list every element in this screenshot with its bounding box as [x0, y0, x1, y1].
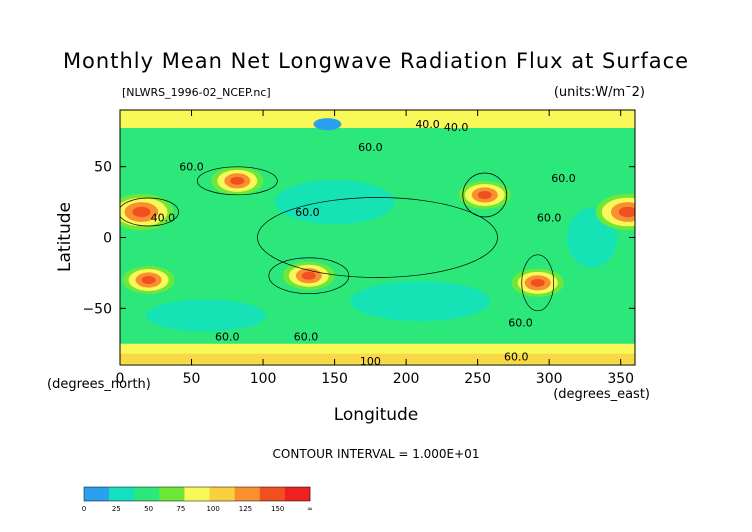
- contour-label: 60.0: [179, 161, 204, 174]
- contour-label: 100: [360, 355, 381, 368]
- colorbar-swatch: [259, 487, 286, 501]
- contour-line: [521, 254, 555, 312]
- contour-label: 60.0: [508, 317, 533, 330]
- contour-label: 60.0: [358, 141, 383, 154]
- y-axis-unit-label: (degrees_north): [47, 377, 151, 392]
- field-zone: [145, 299, 266, 332]
- colorbar-tick-label: ∞: [307, 505, 313, 513]
- contour-label: 60.0: [215, 331, 240, 344]
- field-band: [120, 353, 635, 364]
- colorbar-tick-label: 75: [176, 505, 185, 513]
- x-tick-label: 0: [116, 371, 125, 387]
- colorbar: 0 25 50 75 100 125 150 ∞: [82, 486, 313, 513]
- contour-label: 60.0: [537, 212, 562, 225]
- contour-field: [120, 110, 635, 365]
- x-tick-label: 350: [607, 371, 634, 387]
- y-axis-label: Latitude: [55, 202, 75, 272]
- colorbar-tick-label: 100: [206, 505, 219, 513]
- contour-labels: 40.0 40.0 60.0 60.0 60.0 60.0 60.0 40.0 60.0 60.0…: [151, 118, 576, 368]
- contour-label: 60.0: [504, 351, 529, 364]
- colorbar-swatch: [234, 487, 261, 501]
- colorbar-tick-label: 150: [271, 505, 284, 513]
- contour-label: 60.0: [295, 206, 320, 219]
- colorbar-swatch: [209, 487, 235, 501]
- colorbar-tick-label: 25: [112, 505, 121, 513]
- field-feature: [141, 276, 156, 284]
- x-axis-ticks: 0 50 100 150 200 250 300 350: [116, 110, 634, 387]
- file-label: [NLWRS_1996-02_NCEP.nc]: [122, 86, 271, 99]
- colorbar-tick-label: 50: [144, 505, 153, 513]
- y-tick-label: 0: [103, 231, 112, 247]
- field-feature: [301, 271, 316, 280]
- field-feature: [477, 191, 492, 199]
- contour-line: [196, 166, 278, 196]
- contour-label: 60.0: [551, 172, 576, 185]
- x-tick-label: 250: [464, 371, 491, 387]
- field-zone: [350, 281, 491, 322]
- contour-interval-text: CONTOUR INTERVAL = 1.000E+01: [273, 447, 480, 461]
- colorbar-tick-label: 0: [82, 505, 86, 513]
- colorbar-swatch: [159, 487, 185, 501]
- x-tick-label: 300: [536, 371, 563, 387]
- x-tick-label: 50: [183, 371, 201, 387]
- field-feature: [230, 176, 245, 185]
- chart-title: Monthly Mean Net Longwave Radiation Flux…: [63, 49, 689, 73]
- colorbar-swatch: [284, 487, 311, 501]
- y-axis-ticks: 50 0 −50: [82, 160, 635, 317]
- units-label: (units:W/m¯2): [554, 85, 645, 100]
- colorbar-frame: [83, 486, 311, 502]
- colorbar-swatch: [184, 487, 210, 501]
- contour-line: [120, 197, 179, 227]
- field-zone: [274, 180, 395, 225]
- field-feature: [132, 206, 151, 218]
- x-axis-unit-label: (degrees_east): [553, 387, 650, 402]
- x-tick-label: 200: [393, 371, 420, 387]
- field-feature: [530, 278, 545, 287]
- colorbar-swatch: [84, 487, 110, 501]
- field-feature: [313, 118, 342, 131]
- colorbar-swatch: [109, 487, 135, 501]
- x-axis-label: Longitude: [334, 405, 419, 425]
- x-tick-label: 100: [250, 371, 277, 387]
- contour-label: 60.0: [294, 331, 319, 344]
- field-band: [120, 110, 635, 128]
- contour-label: 40.0: [415, 118, 440, 131]
- x-tick-label: 150: [321, 371, 348, 387]
- contour-label: 40.0: [151, 212, 176, 225]
- y-tick-label: −50: [82, 301, 112, 317]
- colorbar-tick-label: 125: [239, 505, 252, 513]
- colorbar-swatch: [134, 487, 160, 501]
- field-feature: [618, 206, 635, 218]
- contour-label: 40.0: [444, 121, 469, 134]
- contour-line: [268, 257, 350, 295]
- contour-line: [257, 197, 498, 278]
- contour-line: [462, 172, 508, 218]
- y-tick-label: 50: [94, 160, 112, 176]
